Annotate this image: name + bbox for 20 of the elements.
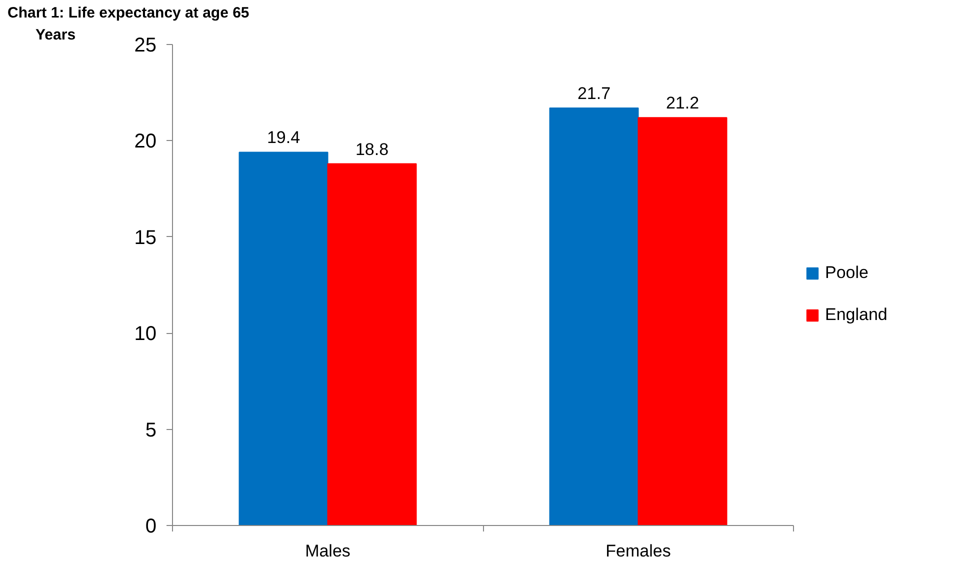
data-label: 18.8 bbox=[355, 140, 389, 159]
y-tick-label: 10 bbox=[134, 323, 157, 346]
y-tick-label: 20 bbox=[134, 130, 157, 153]
y-tick-label: 25 bbox=[134, 34, 157, 56]
legend-label: Poole bbox=[825, 263, 868, 283]
x-tick-label: Males bbox=[305, 542, 350, 560]
x-tick-label: Females bbox=[606, 542, 671, 560]
legend-label: England bbox=[825, 305, 888, 325]
bar bbox=[327, 163, 417, 526]
y-tick-label: 5 bbox=[145, 419, 156, 442]
data-label: 21.7 bbox=[577, 84, 611, 103]
data-label: 21.2 bbox=[666, 94, 700, 113]
y-axis-title: Years bbox=[36, 26, 76, 44]
data-label: 19.4 bbox=[266, 128, 300, 148]
y-tick-label: 0 bbox=[145, 516, 156, 538]
bar bbox=[549, 107, 639, 526]
y-tick-label: 15 bbox=[134, 226, 157, 249]
bar bbox=[638, 117, 728, 526]
bar bbox=[238, 152, 328, 526]
chart-title: Chart 1: Life expectancy at age 65 bbox=[8, 4, 250, 22]
